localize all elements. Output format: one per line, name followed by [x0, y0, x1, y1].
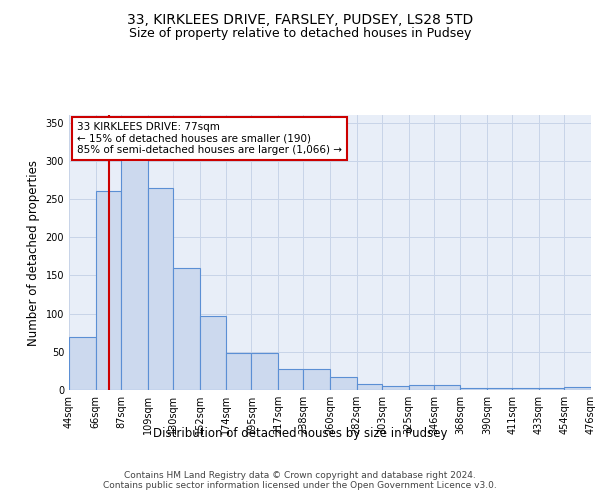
Text: Distribution of detached houses by size in Pudsey: Distribution of detached houses by size … — [153, 428, 447, 440]
Bar — [539, 388, 565, 390]
Bar — [95, 192, 121, 390]
Bar — [512, 388, 539, 390]
Bar — [434, 384, 461, 390]
Bar — [487, 388, 512, 390]
Y-axis label: Number of detached properties: Number of detached properties — [27, 160, 40, 346]
Text: 33 KIRKLEES DRIVE: 77sqm
← 15% of detached houses are smaller (190)
85% of semi-: 33 KIRKLEES DRIVE: 77sqm ← 15% of detach… — [77, 122, 342, 155]
Text: 33, KIRKLEES DRIVE, FARSLEY, PUDSEY, LS28 5TD: 33, KIRKLEES DRIVE, FARSLEY, PUDSEY, LS2… — [127, 12, 473, 26]
Bar — [173, 268, 199, 390]
Text: Size of property relative to detached houses in Pudsey: Size of property relative to detached ho… — [129, 28, 471, 40]
Bar — [409, 384, 434, 390]
Bar — [251, 354, 278, 390]
Bar — [382, 386, 409, 390]
Bar — [565, 387, 591, 390]
Bar — [461, 388, 487, 390]
Bar — [69, 336, 95, 390]
Bar — [121, 138, 148, 390]
Bar — [330, 377, 356, 390]
Bar — [356, 384, 382, 390]
Bar — [278, 370, 304, 390]
Bar — [148, 188, 173, 390]
Bar — [304, 370, 330, 390]
Bar — [226, 354, 251, 390]
Bar — [199, 316, 226, 390]
Text: Contains HM Land Registry data © Crown copyright and database right 2024.
Contai: Contains HM Land Registry data © Crown c… — [103, 470, 497, 490]
